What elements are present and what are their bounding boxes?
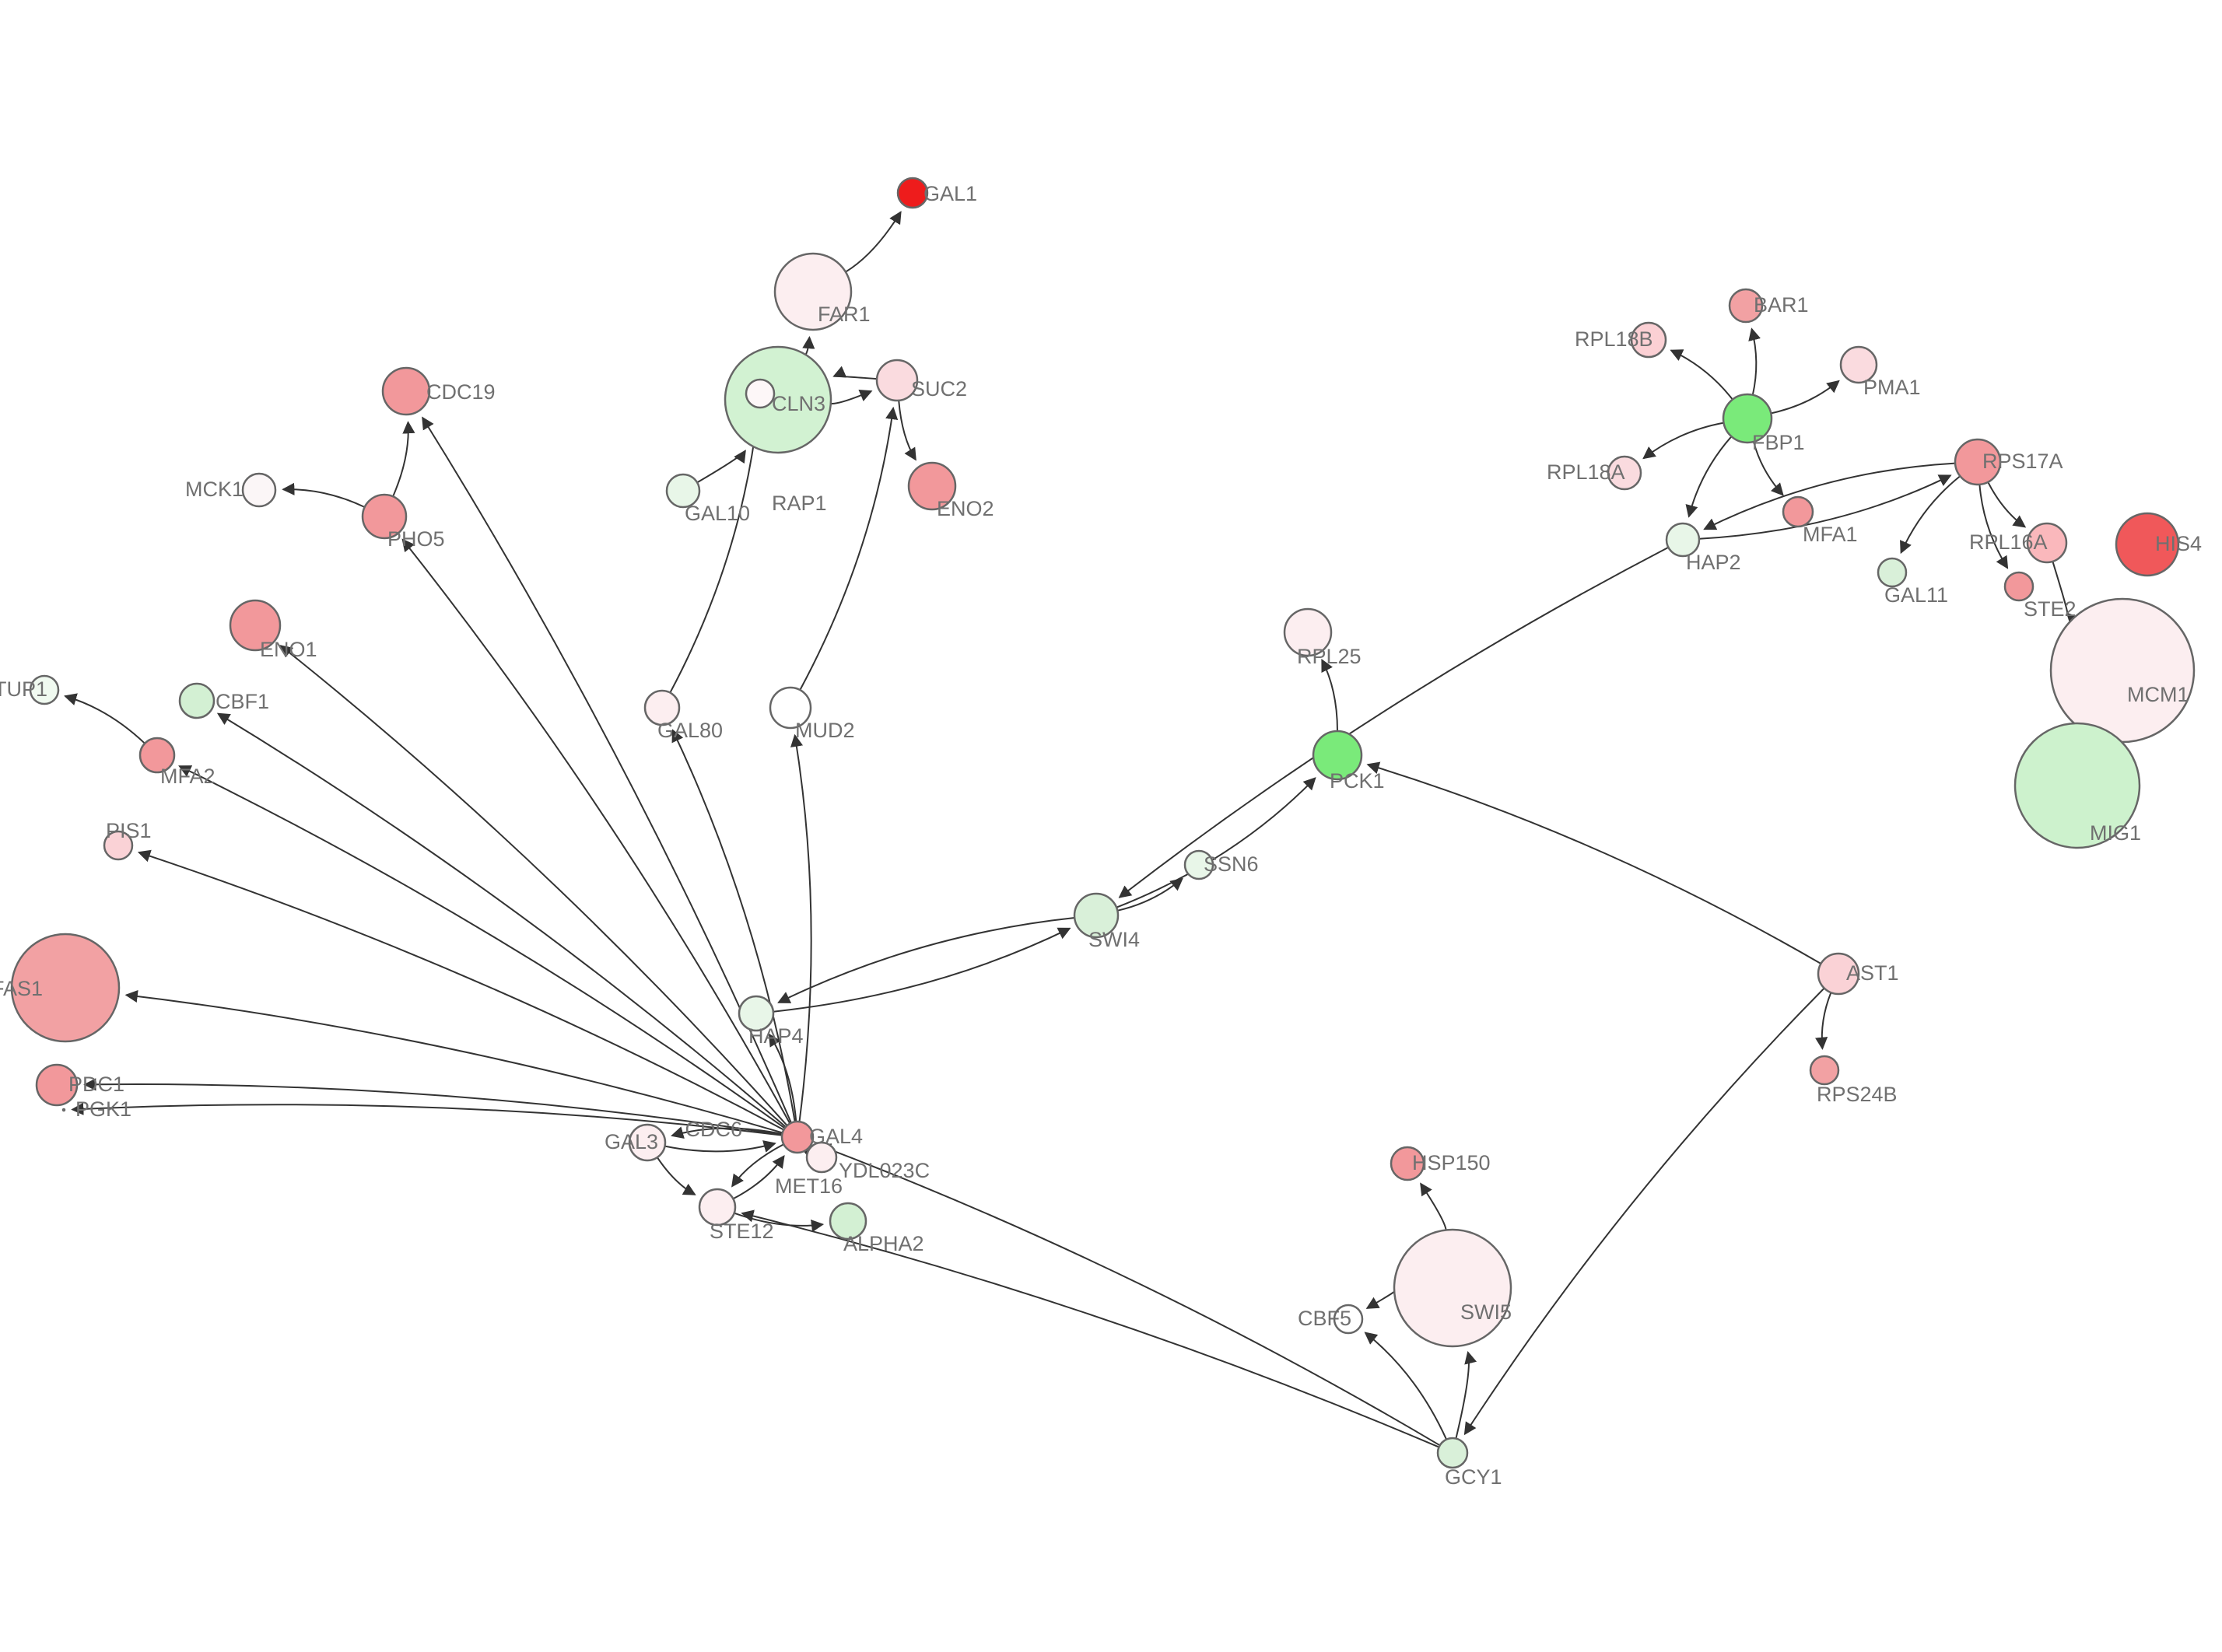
svg-text:SWI4: SWI4: [1088, 928, 1140, 951]
svg-text:FAR1: FAR1: [818, 303, 871, 326]
svg-text:SWI5: SWI5: [1460, 1300, 1512, 1324]
svg-text:HIS4: HIS4: [2155, 532, 2202, 555]
svg-text:CDC6: CDC6: [685, 1118, 742, 1141]
svg-text:MIG1: MIG1: [2090, 821, 2141, 845]
svg-text:TUP1: TUP1: [0, 677, 47, 701]
svg-text:ENO1: ENO1: [260, 638, 317, 661]
svg-text:GAL3: GAL3: [605, 1130, 658, 1153]
svg-text:PGK1: PGK1: [75, 1097, 131, 1121]
svg-text:MCM1: MCM1: [2127, 683, 2189, 706]
svg-text:GAL80: GAL80: [657, 719, 723, 742]
svg-text:BAR1: BAR1: [1754, 293, 1809, 317]
svg-text:HAP2: HAP2: [1686, 551, 1741, 574]
svg-text:YDL023C: YDL023C: [839, 1159, 930, 1182]
svg-text:ALPHA2: ALPHA2: [843, 1232, 924, 1255]
svg-text:MFA2: MFA2: [160, 765, 216, 788]
svg-text:CLN3: CLN3: [772, 392, 825, 415]
svg-text:GAL1: GAL1: [923, 182, 977, 205]
svg-text:MUD2: MUD2: [795, 719, 855, 742]
svg-text:ENO2: ENO2: [937, 497, 994, 520]
svg-text:GAL4: GAL4: [809, 1125, 863, 1148]
svg-text:SUC2: SUC2: [911, 377, 967, 401]
svg-text:PCK1: PCK1: [1330, 769, 1385, 793]
svg-text:CBF5: CBF5: [1298, 1307, 1351, 1330]
svg-text:SSN6: SSN6: [1204, 852, 1259, 876]
svg-text:AST1: AST1: [1846, 961, 1899, 985]
svg-text:CDC19: CDC19: [426, 380, 496, 404]
svg-text:FBP1: FBP1: [1752, 431, 1805, 454]
svg-text:PHO5: PHO5: [387, 527, 445, 551]
svg-text:GAL11: GAL11: [1884, 583, 1948, 607]
svg-text:RPL25: RPL25: [1297, 645, 1362, 668]
svg-text:RPL16A: RPL16A: [1969, 530, 2048, 554]
svg-text:CBF1: CBF1: [216, 690, 269, 713]
svg-text:MFA1: MFA1: [1803, 523, 1858, 546]
svg-text:RAP1: RAP1: [772, 492, 827, 515]
svg-text:STE2: STE2: [2024, 597, 2077, 621]
svg-text:RPS24B: RPS24B: [1817, 1083, 1898, 1106]
svg-text:GCY1: GCY1: [1445, 1465, 1502, 1489]
svg-text:PMA1: PMA1: [1863, 376, 1921, 399]
svg-text:HSP150: HSP150: [1412, 1151, 1491, 1174]
svg-text:HAP4: HAP4: [748, 1024, 804, 1048]
svg-text:RPS17A: RPS17A: [1982, 450, 2063, 473]
svg-text:FAS1: FAS1: [0, 977, 43, 1000]
svg-text:PDC1: PDC1: [68, 1073, 124, 1096]
svg-text:RPL18B: RPL18B: [1575, 327, 1653, 351]
svg-text:MET16: MET16: [775, 1174, 843, 1198]
svg-text:RPL18A: RPL18A: [1547, 460, 1625, 484]
svg-text:GAL10: GAL10: [685, 502, 750, 525]
svg-text:STE12: STE12: [710, 1220, 774, 1243]
svg-text:PIS1: PIS1: [106, 819, 152, 842]
svg-text:MCK1: MCK1: [185, 478, 244, 501]
